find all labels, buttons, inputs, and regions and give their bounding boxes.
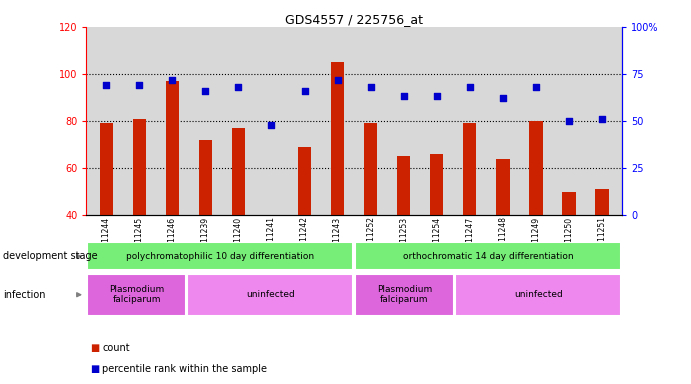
Text: Plasmodium
falciparum: Plasmodium falciparum	[109, 285, 164, 305]
Point	[398, 93, 409, 99]
Point	[464, 84, 475, 90]
Bar	[354, 273, 454, 316]
Bar	[430, 154, 444, 215]
Bar	[529, 121, 542, 215]
Point	[134, 82, 145, 88]
Point	[167, 76, 178, 83]
Bar	[455, 273, 621, 316]
Text: orthochromatic 14 day differentiation: orthochromatic 14 day differentiation	[403, 252, 574, 261]
Point	[531, 84, 542, 90]
Text: uninfected: uninfected	[514, 290, 562, 299]
Text: infection: infection	[3, 290, 46, 300]
Point	[101, 82, 112, 88]
Text: Plasmodium
falciparum: Plasmodium falciparum	[377, 285, 432, 305]
Bar	[364, 123, 377, 215]
Bar	[298, 147, 311, 215]
Bar	[354, 243, 621, 270]
Bar	[133, 119, 146, 215]
Point	[233, 84, 244, 90]
Point	[596, 116, 607, 122]
Point	[498, 95, 509, 101]
Bar	[463, 123, 477, 215]
Bar	[496, 159, 509, 215]
Point	[200, 88, 211, 94]
Bar	[100, 123, 113, 215]
Text: ■: ■	[90, 343, 99, 353]
Text: development stage: development stage	[3, 251, 98, 262]
Bar	[187, 273, 354, 316]
Point	[299, 88, 310, 94]
Text: count: count	[102, 343, 130, 353]
Point	[365, 84, 376, 90]
Text: polychromatophilic 10 day differentiation: polychromatophilic 10 day differentiatio…	[126, 252, 314, 261]
Bar	[231, 128, 245, 215]
Point	[332, 76, 343, 83]
Bar	[331, 62, 344, 215]
Bar	[199, 140, 212, 215]
Point	[266, 122, 277, 128]
Bar	[397, 156, 410, 215]
Bar	[166, 81, 179, 215]
Bar	[596, 189, 609, 215]
Title: GDS4557 / 225756_at: GDS4557 / 225756_at	[285, 13, 423, 26]
Text: percentile rank within the sample: percentile rank within the sample	[102, 364, 267, 374]
Bar	[562, 192, 576, 215]
Text: ■: ■	[90, 364, 99, 374]
Bar	[87, 273, 186, 316]
Point	[563, 118, 574, 124]
Text: uninfected: uninfected	[246, 290, 295, 299]
Point	[431, 93, 442, 99]
Bar	[87, 243, 354, 270]
